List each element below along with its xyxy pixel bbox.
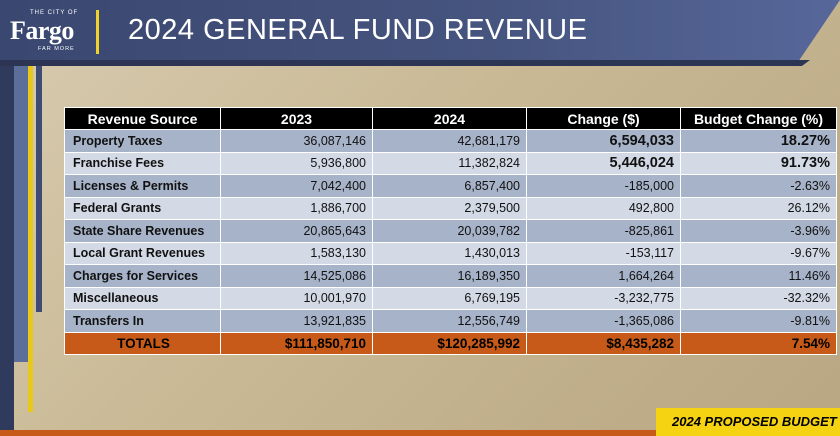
revenue-source-cell: Transfers In xyxy=(64,309,221,333)
value-2024-cell: 6,857,400 xyxy=(372,174,527,198)
pct-change-cell: -9.81% xyxy=(680,309,837,333)
revenue-source-cell: Miscellaneous xyxy=(64,286,221,310)
value-2024-cell: 12,556,749 xyxy=(372,309,527,333)
proposed-budget-tag: 2024 PROPOSED BUDGET xyxy=(656,408,840,436)
value-2024-cell: 20,039,782 xyxy=(372,219,527,243)
value-2023-cell: 20,865,643 xyxy=(220,219,373,243)
column-header-budget-change: Budget Change (%) xyxy=(680,107,837,130)
total-pct-change-cell: 7.54% xyxy=(680,331,837,355)
change-cell: 1,664,264 xyxy=(526,264,681,288)
change-cell: -825,861 xyxy=(526,219,681,243)
value-2024-cell: 16,189,350 xyxy=(372,264,527,288)
revenue-source-cell: Franchise Fees xyxy=(64,151,221,175)
revenue-table-container: Revenue Source 2023 2024 Change ($) Budg… xyxy=(64,107,837,355)
pct-change-cell: 11.46% xyxy=(680,264,837,288)
value-2023-cell: 7,042,400 xyxy=(220,174,373,198)
totals-label-cell: TOTALS xyxy=(64,331,221,355)
value-2023-cell: 1,583,130 xyxy=(220,241,373,265)
table-row: Charges for Services 14,525,086 16,189,3… xyxy=(64,264,837,288)
table-row: Franchise Fees 5,936,800 11,382,824 5,44… xyxy=(64,151,837,175)
left-accent-bar xyxy=(0,62,14,436)
value-2024-cell: 11,382,824 xyxy=(372,151,527,175)
logo-main-text: Fargo xyxy=(10,16,74,45)
value-2024-cell: 1,430,013 xyxy=(372,241,527,265)
value-2023-cell: 13,921,835 xyxy=(220,309,373,333)
pct-change-cell: 18.27% xyxy=(680,129,837,153)
value-2023-cell: 1,886,700 xyxy=(220,196,373,220)
page-title: 2024 GENERAL FUND REVENUE xyxy=(128,14,588,46)
change-cell: 6,594,033 xyxy=(526,129,681,153)
table-row: Federal Grants 1,886,700 2,379,500 492,8… xyxy=(64,196,837,220)
value-2023-cell: 36,087,146 xyxy=(220,129,373,153)
table-row: Transfers In 13,921,835 12,556,749 -1,36… xyxy=(64,309,837,333)
left-accent-bar xyxy=(14,62,28,362)
table-header-row: Revenue Source 2023 2024 Change ($) Budg… xyxy=(64,107,837,130)
totals-row: TOTALS $111,850,710 $120,285,992 $8,435,… xyxy=(64,331,837,355)
change-cell: -1,365,086 xyxy=(526,309,681,333)
pct-change-cell: -2.63% xyxy=(680,174,837,198)
revenue-source-cell: Property Taxes xyxy=(64,129,221,153)
column-header-change: Change ($) xyxy=(526,107,681,130)
revenue-source-cell: Licenses & Permits xyxy=(64,174,221,198)
fargo-logo: THE CITY OF Fargo FAR MORE xyxy=(8,8,88,54)
value-2024-cell: 42,681,179 xyxy=(372,129,527,153)
pct-change-cell: -3.96% xyxy=(680,219,837,243)
value-2023-cell: 14,525,086 xyxy=(220,264,373,288)
total-2023-cell: $111,850,710 xyxy=(220,331,373,355)
value-2023-cell: 5,936,800 xyxy=(220,151,373,175)
header-band: THE CITY OF Fargo FAR MORE 2024 GENERAL … xyxy=(0,0,840,62)
change-cell: -153,117 xyxy=(526,241,681,265)
value-2024-cell: 6,769,195 xyxy=(372,286,527,310)
table-row: Licenses & Permits 7,042,400 6,857,400 -… xyxy=(64,174,837,198)
column-header-2024: 2024 xyxy=(372,107,527,130)
header-divider xyxy=(96,10,99,54)
change-cell: -185,000 xyxy=(526,174,681,198)
table-row: Local Grant Revenues 1,583,130 1,430,013… xyxy=(64,241,837,265)
revenue-source-cell: State Share Revenues xyxy=(64,219,221,243)
value-2024-cell: 2,379,500 xyxy=(372,196,527,220)
left-accent-stripe xyxy=(28,62,33,412)
revenue-source-cell: Federal Grants xyxy=(64,196,221,220)
table-row: Miscellaneous 10,001,970 6,769,195 -3,23… xyxy=(64,286,837,310)
header-underline xyxy=(0,60,810,66)
table-row: State Share Revenues 20,865,643 20,039,7… xyxy=(64,219,837,243)
revenue-source-cell: Local Grant Revenues xyxy=(64,241,221,265)
change-cell: -3,232,775 xyxy=(526,286,681,310)
pct-change-cell: -32.32% xyxy=(680,286,837,310)
left-accent-bar xyxy=(36,62,42,312)
total-2024-cell: $120,285,992 xyxy=(372,331,527,355)
revenue-table: Revenue Source 2023 2024 Change ($) Budg… xyxy=(64,107,837,355)
value-2023-cell: 10,001,970 xyxy=(220,286,373,310)
table-row: Property Taxes 36,087,146 42,681,179 6,5… xyxy=(64,129,837,153)
pct-change-cell: -9.67% xyxy=(680,241,837,265)
change-cell: 492,800 xyxy=(526,196,681,220)
column-header-2023: 2023 xyxy=(220,107,373,130)
change-cell: 5,446,024 xyxy=(526,151,681,175)
pct-change-cell: 26.12% xyxy=(680,196,837,220)
footer-bar xyxy=(0,430,660,436)
column-header-revenue-source: Revenue Source xyxy=(64,107,221,130)
pct-change-cell: 91.73% xyxy=(680,151,837,175)
total-change-cell: $8,435,282 xyxy=(526,331,681,355)
revenue-source-cell: Charges for Services xyxy=(64,264,221,288)
logo-sub-text: FAR MORE xyxy=(38,46,75,52)
logo-top-text: THE CITY OF xyxy=(30,10,79,16)
